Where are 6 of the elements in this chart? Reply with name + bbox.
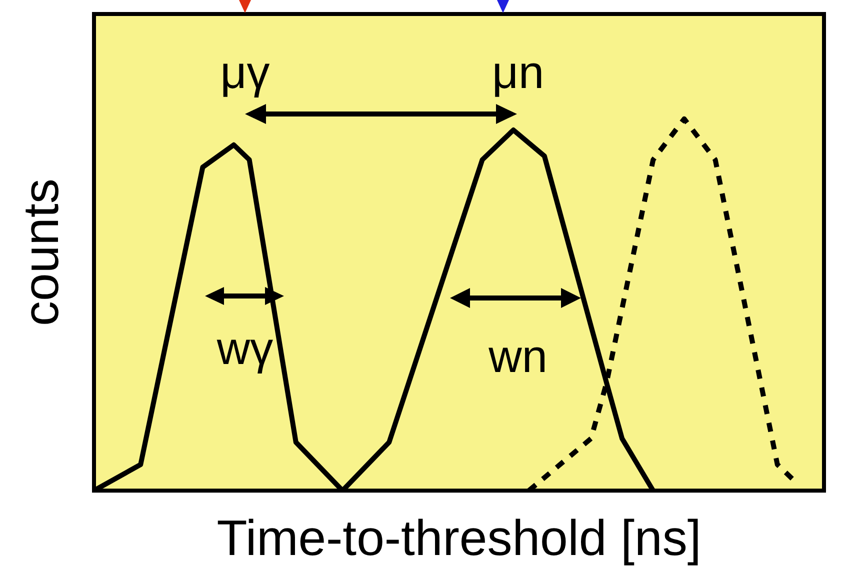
x-axis-title: Time-to-threshold [ns] — [216, 510, 702, 566]
annotation: wn — [488, 330, 548, 382]
text: μγ — [220, 46, 270, 98]
text: μn — [492, 46, 544, 98]
y-axis-title: counts — [12, 178, 69, 326]
annotation: wγ — [216, 322, 274, 374]
